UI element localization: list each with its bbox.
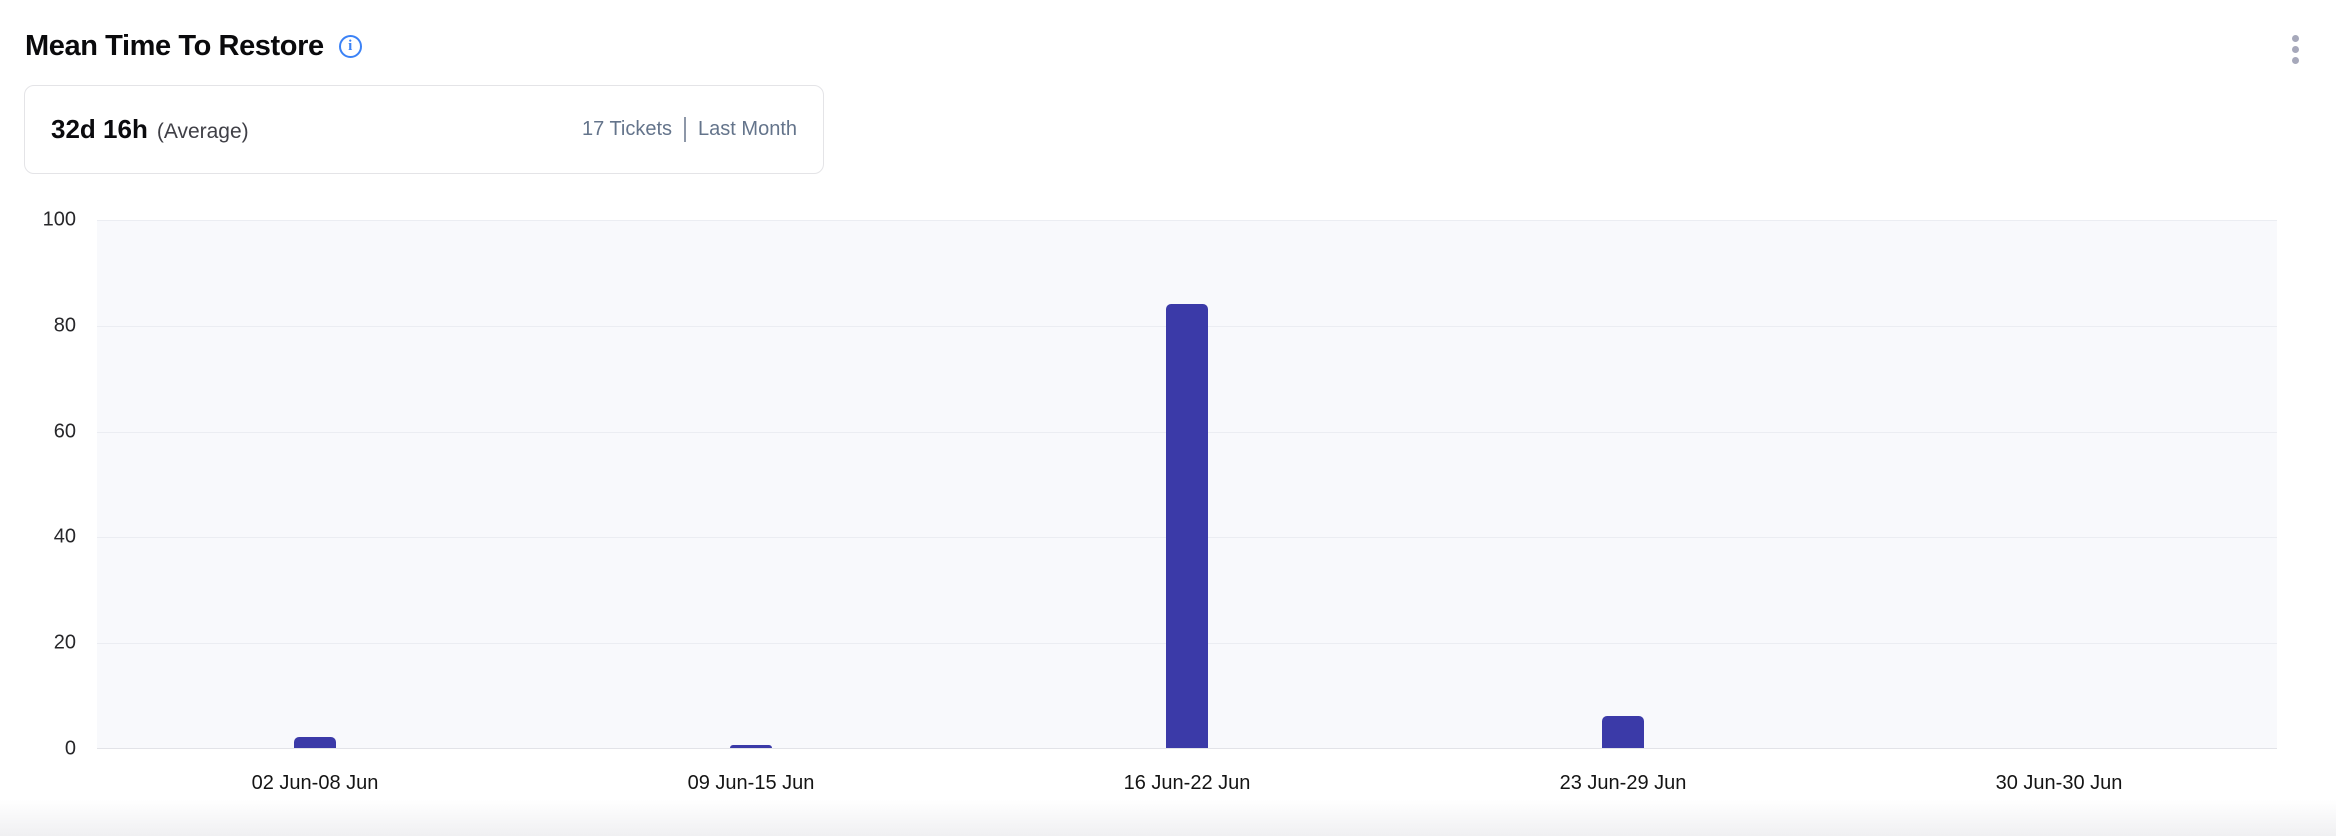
- y-axis-label: 60: [53, 420, 76, 443]
- average-label: (Average): [156, 120, 249, 143]
- summary-meta: 17 Tickets Last Month: [582, 117, 797, 142]
- info-icon[interactable]: i: [338, 35, 362, 58]
- x-axis-label: 16 Jun-22 Jun: [1123, 772, 1251, 794]
- bar[interactable]: [294, 737, 336, 748]
- page-title: Mean Time To Restore: [25, 30, 324, 62]
- divider: [684, 117, 687, 142]
- tickets-count: 17 Tickets: [582, 118, 673, 140]
- kebab-menu-icon[interactable]: [2281, 28, 2309, 70]
- summary-average: 32d 16h (Average): [51, 114, 249, 145]
- plot-area: [97, 220, 2277, 749]
- bar[interactable]: [1166, 303, 1208, 748]
- y-axis-label: 100: [42, 208, 76, 231]
- x-axis-label: 30 Jun-30 Jun: [1995, 772, 2123, 794]
- summary-card: 32d 16h (Average) 17 Tickets Last Month: [24, 85, 824, 174]
- average-value: 32d 16h: [51, 114, 148, 144]
- kebab-dot: [2291, 45, 2299, 53]
- x-axis-label: 23 Jun-29 Jun: [1559, 772, 1687, 794]
- kebab-dot: [2291, 56, 2299, 64]
- gridline: [97, 220, 2277, 221]
- x-axis-label: 09 Jun-15 Jun: [687, 772, 815, 794]
- period-label: Last Month: [698, 118, 797, 140]
- y-axis-label: 0: [64, 737, 76, 760]
- y-axis-label: 20: [53, 631, 76, 654]
- kebab-dot: [2291, 34, 2299, 42]
- bar[interactable]: [730, 745, 772, 748]
- y-axis-label: 40: [53, 525, 76, 548]
- widget-header: Mean Time To Restore i: [25, 30, 362, 63]
- x-axis-label: 02 Jun-08 Jun: [251, 772, 379, 794]
- y-axis-label: 80: [53, 314, 76, 337]
- bar[interactable]: [1602, 716, 1644, 748]
